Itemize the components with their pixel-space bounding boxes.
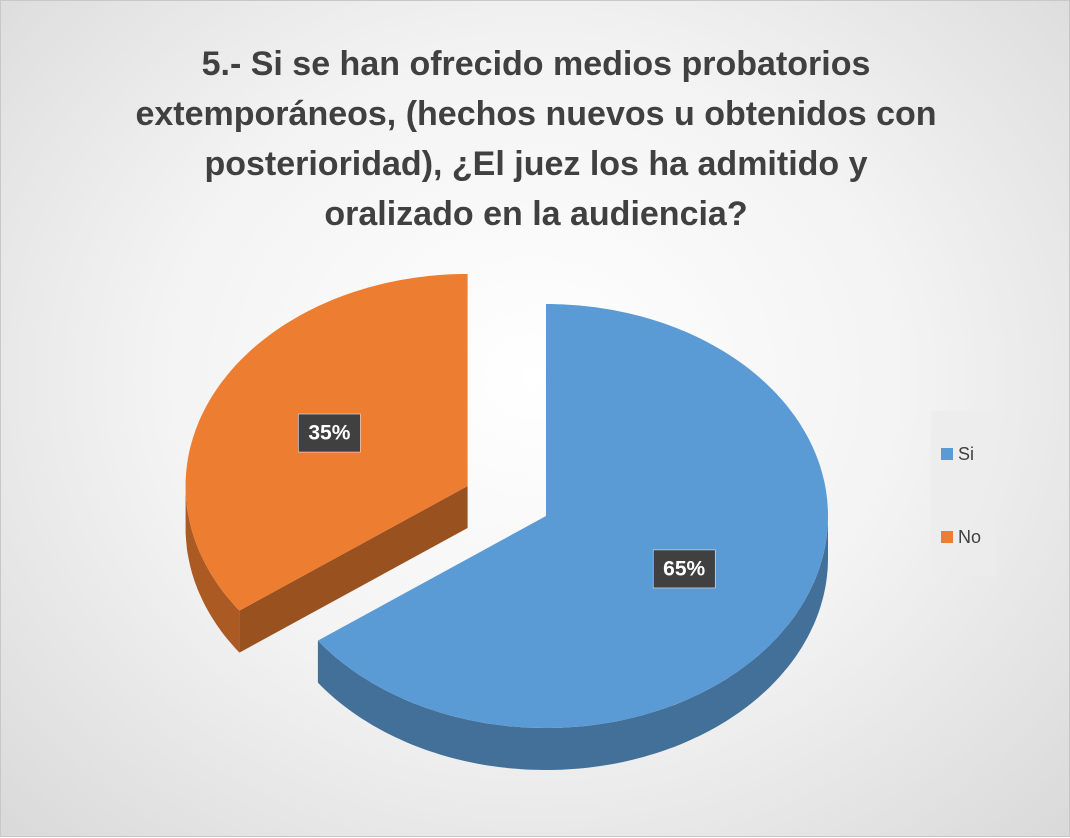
slice-side <box>239 486 468 653</box>
legend-swatch <box>941 531 953 543</box>
data-label-box <box>298 413 361 453</box>
slice <box>317 304 828 728</box>
data-label: 65% <box>663 557 705 580</box>
data-label-box <box>652 549 716 589</box>
chart-title: 5.- Si se han ofrecido medios probatorio… <box>135 45 937 233</box>
legend-label: Si <box>958 444 974 464</box>
legend-swatch <box>941 448 953 460</box>
slice-side <box>185 486 240 653</box>
legend-label: No <box>958 527 981 547</box>
legend-box <box>931 411 996 576</box>
slice-side <box>317 516 828 770</box>
data-label: 35% <box>308 422 350 445</box>
